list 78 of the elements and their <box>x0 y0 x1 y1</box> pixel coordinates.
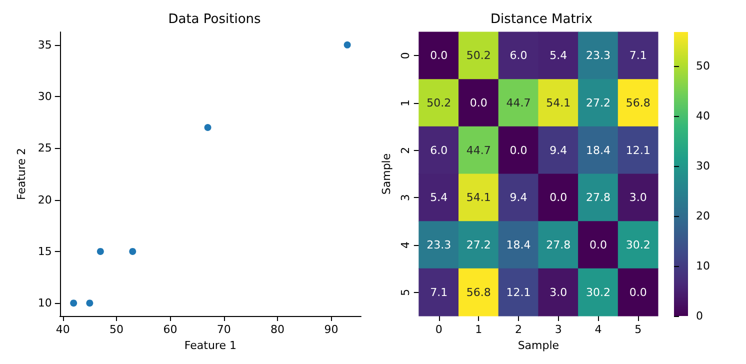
point <box>96 248 104 255</box>
data-label: 27.2 <box>586 96 610 110</box>
x-tick-label: 50 <box>110 323 124 336</box>
color-bar-label: 20 <box>696 210 710 222</box>
data-label: 30.2 <box>586 286 610 299</box>
data-label: 5.4 <box>550 49 568 62</box>
data-label: 9.4 <box>550 144 568 157</box>
y-tick-label: 1 <box>398 100 412 106</box>
y-tick-label: 10 <box>38 296 52 310</box>
y-tick-label: 15 <box>38 244 52 258</box>
data-label: 30.2 <box>626 238 650 252</box>
point <box>70 300 78 307</box>
y-tick-label: 5 <box>398 288 412 296</box>
data-label: 6.0 <box>510 49 528 62</box>
x-tick-label: 60 <box>163 323 178 336</box>
data-label: 0.0 <box>550 191 568 204</box>
data-label: 50.2 <box>426 96 452 110</box>
x-axis-title: Feature 1 <box>184 339 236 352</box>
color-bar-label: 30 <box>696 160 710 172</box>
y-tick-label: 3 <box>398 194 412 202</box>
data-label: 23.3 <box>586 49 610 62</box>
y-tick-label: 4 <box>398 242 412 248</box>
data-label: 7.1 <box>629 49 647 62</box>
y-tick-label: 25 <box>38 142 52 155</box>
data-label: 5.4 <box>430 191 448 204</box>
data-label: 54.1 <box>546 96 571 110</box>
data-label: 56.8 <box>626 96 650 110</box>
data-label: 12.1 <box>506 286 531 299</box>
data-label: 44.7 <box>506 96 531 110</box>
y-tick-label: 35 <box>38 38 52 52</box>
data-label: 6.0 <box>430 144 448 157</box>
color-bar-label: 50 <box>696 60 710 72</box>
x-tick-label: 5 <box>634 323 642 336</box>
data-label: 9.4 <box>510 191 528 204</box>
x-tick-label: 2 <box>515 323 522 336</box>
data-label: 3.0 <box>629 191 647 204</box>
color-bar-label: 0 <box>696 310 703 322</box>
y-tick-label: 0 <box>398 52 412 60</box>
point <box>344 41 351 48</box>
data-label: 0.0 <box>629 286 647 299</box>
data-label: 50.2 <box>466 49 491 62</box>
data-label: 0.0 <box>510 144 528 157</box>
data-label: 0.0 <box>430 49 448 62</box>
y-axis-title: Sample <box>380 153 393 195</box>
data-label: 27.2 <box>466 238 491 252</box>
x-tick-label: 4 <box>594 323 602 336</box>
x-tick-label: 90 <box>324 323 338 336</box>
data-label: 54.1 <box>466 191 491 204</box>
x-tick-label: 1 <box>475 323 482 336</box>
data-label: 56.8 <box>466 286 491 299</box>
x-axis-title: Sample <box>518 339 560 352</box>
y-axis-title: Feature 2 <box>15 148 28 200</box>
data-label: 44.7 <box>466 144 491 157</box>
data-label: 0.0 <box>589 238 607 252</box>
color-bar-label: 10 <box>696 260 710 272</box>
x-tick-label: 3 <box>554 323 562 336</box>
data-label: 12.1 <box>626 144 650 157</box>
data-label: 7.1 <box>430 286 448 299</box>
chart-title: Distance Matrix <box>490 12 593 27</box>
x-tick-label: 40 <box>56 323 70 336</box>
y-tick-label: 20 <box>38 193 52 206</box>
data-label: 3.0 <box>550 286 568 299</box>
data-label: 0.0 <box>470 96 488 110</box>
data-label: 23.3 <box>426 238 452 252</box>
chart-title: Data Positions <box>168 12 262 27</box>
data-label: 27.8 <box>586 191 610 204</box>
point <box>86 300 94 307</box>
x-tick-label: 0 <box>435 323 442 336</box>
point <box>204 124 212 132</box>
data-label: 18.4 <box>506 238 531 252</box>
data-label: 27.8 <box>546 238 571 252</box>
x-tick-label: 80 <box>270 323 285 336</box>
point <box>129 248 136 255</box>
data-label: 18.4 <box>586 144 610 157</box>
y-tick-label: 2 <box>398 146 412 154</box>
y-tick-label: 30 <box>38 90 52 104</box>
color-bar-label: 40 <box>696 110 710 122</box>
x-tick-label: 70 <box>216 323 231 336</box>
